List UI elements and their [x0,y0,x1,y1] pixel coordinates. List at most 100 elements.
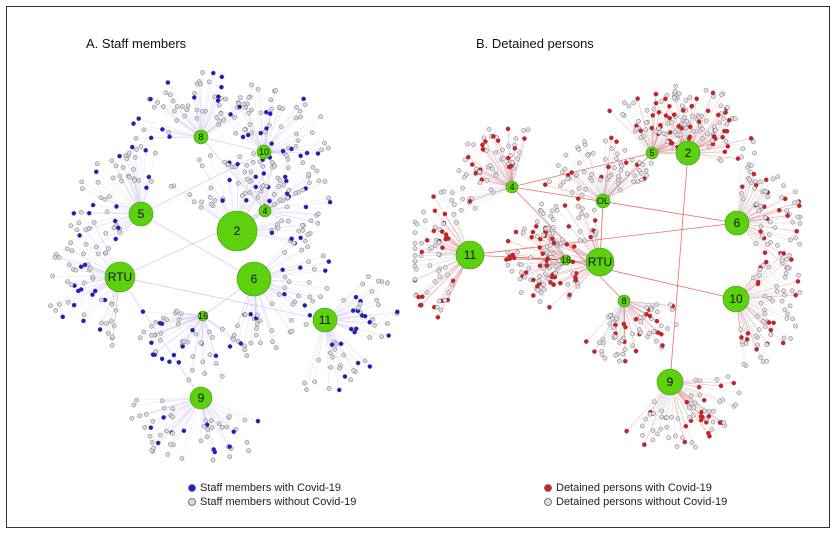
edge [482,149,513,188]
leaf-node [762,293,768,299]
leaf-node [176,360,182,365]
leaf-node [592,207,597,213]
edge [475,173,513,188]
leaf-node [509,268,515,274]
leaf-node [219,74,225,80]
leaf-node [329,342,335,347]
leaf-node [326,259,332,264]
leaf-node [305,232,311,238]
leaf-node [680,103,685,109]
leaf-node [90,292,95,297]
leaf-node [282,250,287,255]
leaf-node [711,408,716,414]
leaf-node [768,332,774,338]
leaf-node [330,354,336,360]
leaf-node [739,154,744,160]
leaf-node [129,415,135,421]
leaf-node [714,377,720,382]
leaf-node [273,345,279,351]
edge [263,108,283,153]
hub-nodes: 8 10 5 4 2 RTU 6 16 11 9 4 5 2 OL 6 11 16 RTU 10 8 9 [104,129,750,410]
hub-node: RTU [104,261,136,293]
hub-circle [128,201,154,227]
leaf-node [286,218,291,224]
leaf-node [490,166,495,172]
edge [454,186,513,205]
leaf-node [504,257,509,262]
leaf-node [611,325,616,331]
leaf-node [710,419,716,425]
leaf-node [640,423,645,429]
leaf-node [667,104,672,109]
leaf-node [548,213,554,219]
leaf-node [286,187,292,193]
leaf-node [673,433,678,439]
leaf-node [232,332,237,338]
leaf-node [71,211,77,216]
leaf-node [607,174,612,179]
leaf-node [437,274,443,280]
leaf-node [296,228,302,234]
leaf-node [651,411,656,416]
leaf-node [153,319,158,325]
leaf-node [269,141,274,146]
leaf-node [751,171,757,177]
leaf-node [316,357,321,363]
leaf-node [633,316,639,322]
leaf-node [168,184,174,189]
leaf-node [638,128,644,134]
leaf-node [253,332,259,338]
leaf-node [599,352,605,357]
leaf-node [136,116,142,121]
leaf-node [249,107,254,113]
hub-label: 2 [234,224,241,238]
leaf-node [110,334,115,340]
leaf-node [269,301,275,307]
leaf-node [756,327,762,332]
leaf-node [688,393,694,399]
leaf-node [307,312,313,318]
edge [521,259,567,293]
leaf-node [140,309,146,314]
leaf-node [618,168,624,173]
leaf-node [724,121,730,127]
edge [143,315,204,333]
leaf-node [755,342,760,348]
leaf-node [106,331,111,336]
leaf-node [412,230,418,235]
hub-node: 10 [722,285,750,313]
leaf-node [561,179,566,185]
leaf-node [665,121,670,126]
leaf-node [537,274,542,279]
leaf-node [649,307,655,312]
leaf-node [341,297,346,303]
leaf-node [87,265,93,271]
leaf-node [443,232,449,237]
leaf-node [441,221,446,227]
leaf-node [153,349,159,354]
hub-circle [312,307,338,333]
leaf-node [785,213,790,218]
leaf-node [707,433,712,439]
leaf-node [251,151,256,156]
leaf-node [290,302,296,307]
hub-circle [560,254,572,266]
leaf-node [370,316,375,322]
leaf-node [126,150,132,156]
leaf-node [98,195,104,200]
leaf-node [149,323,154,329]
leaf-node [421,209,426,215]
leaf-node [781,183,786,188]
leaf-node [739,184,745,190]
leaf-node [190,367,195,373]
hub-edge [119,276,202,399]
leaf-node [576,215,582,221]
leaf-node [64,246,70,252]
leaf-node [277,178,283,184]
leaf-node [326,195,331,201]
leaf-node [639,177,645,183]
leaf-node [577,238,583,243]
hub-edge [511,152,653,188]
leaf-node [789,288,795,294]
leaf-node [412,277,418,282]
